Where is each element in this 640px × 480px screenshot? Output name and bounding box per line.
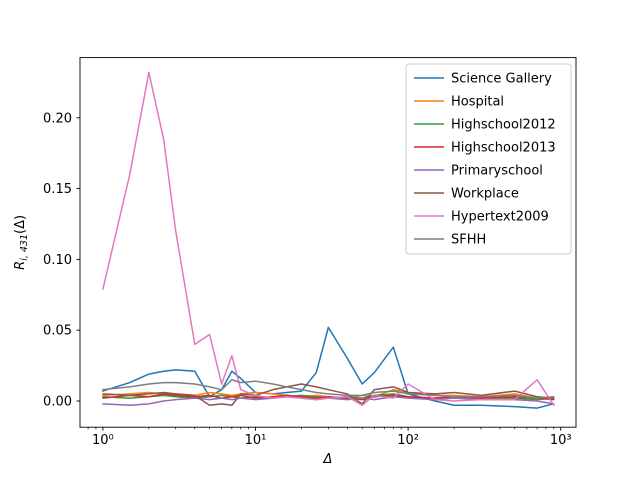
legend-label: Workplace	[451, 187, 519, 202]
y-tick-label: 0.00	[43, 395, 72, 410]
plot-lines	[102, 71, 555, 409]
x-tick-label: 10¹	[245, 433, 267, 448]
legend-item-hospital: Hospital	[414, 95, 504, 110]
series-line-science-gallery	[102, 326, 555, 409]
legend-item-workplace: Workplace	[414, 187, 519, 202]
legend: Science Gallery Hospital Highschool2012 Hig…	[405, 63, 572, 255]
series-line-sfhh	[102, 379, 555, 399]
y-axis-ticks: 0.00 0.05 0.10 0.15 0.20	[43, 111, 80, 410]
legend-label: Highschool2013	[451, 141, 556, 156]
legend-item-hypertext2009: Hypertext2009	[414, 210, 549, 225]
x-axis-label: Δ	[323, 452, 333, 467]
legend-label: SFHH	[451, 233, 486, 248]
legend-item-science-gallery: Science Gallery	[414, 72, 552, 87]
y-tick-label: 0.20	[43, 111, 72, 126]
legend-item-primaryschool: Primaryschool	[414, 164, 543, 179]
x-tick-label: 10²	[397, 433, 419, 448]
legend-label: Highschool2012	[451, 118, 556, 133]
x-tick-label: 10⁰	[92, 433, 114, 448]
legend-item-sfhh: SFHH	[414, 233, 486, 248]
legend-label: Science Gallery	[451, 72, 552, 87]
y-tick-label: 0.10	[43, 253, 72, 268]
legend-label: Hospital	[451, 95, 504, 110]
y-tick-label: 0.05	[43, 324, 72, 339]
legend-label: Primaryschool	[451, 164, 543, 179]
series-line-workplace	[102, 383, 555, 406]
legend-label: Hypertext2009	[451, 210, 549, 225]
x-tick-label: 10³	[550, 433, 572, 448]
legend-item-highschool2012: Highschool2012	[414, 118, 556, 133]
y-axis-label: Ri, 431(Δ)	[13, 215, 30, 270]
y-tick-label: 0.15	[43, 182, 72, 197]
series-line-hypertext2009	[102, 71, 555, 406]
legend-box	[405, 63, 572, 255]
legend-item-highschool2013: Highschool2013	[414, 141, 556, 156]
x-axis-ticks: 10⁰ 10¹ 10² 10³	[87, 427, 572, 448]
series-line-highschool2013	[102, 393, 555, 401]
